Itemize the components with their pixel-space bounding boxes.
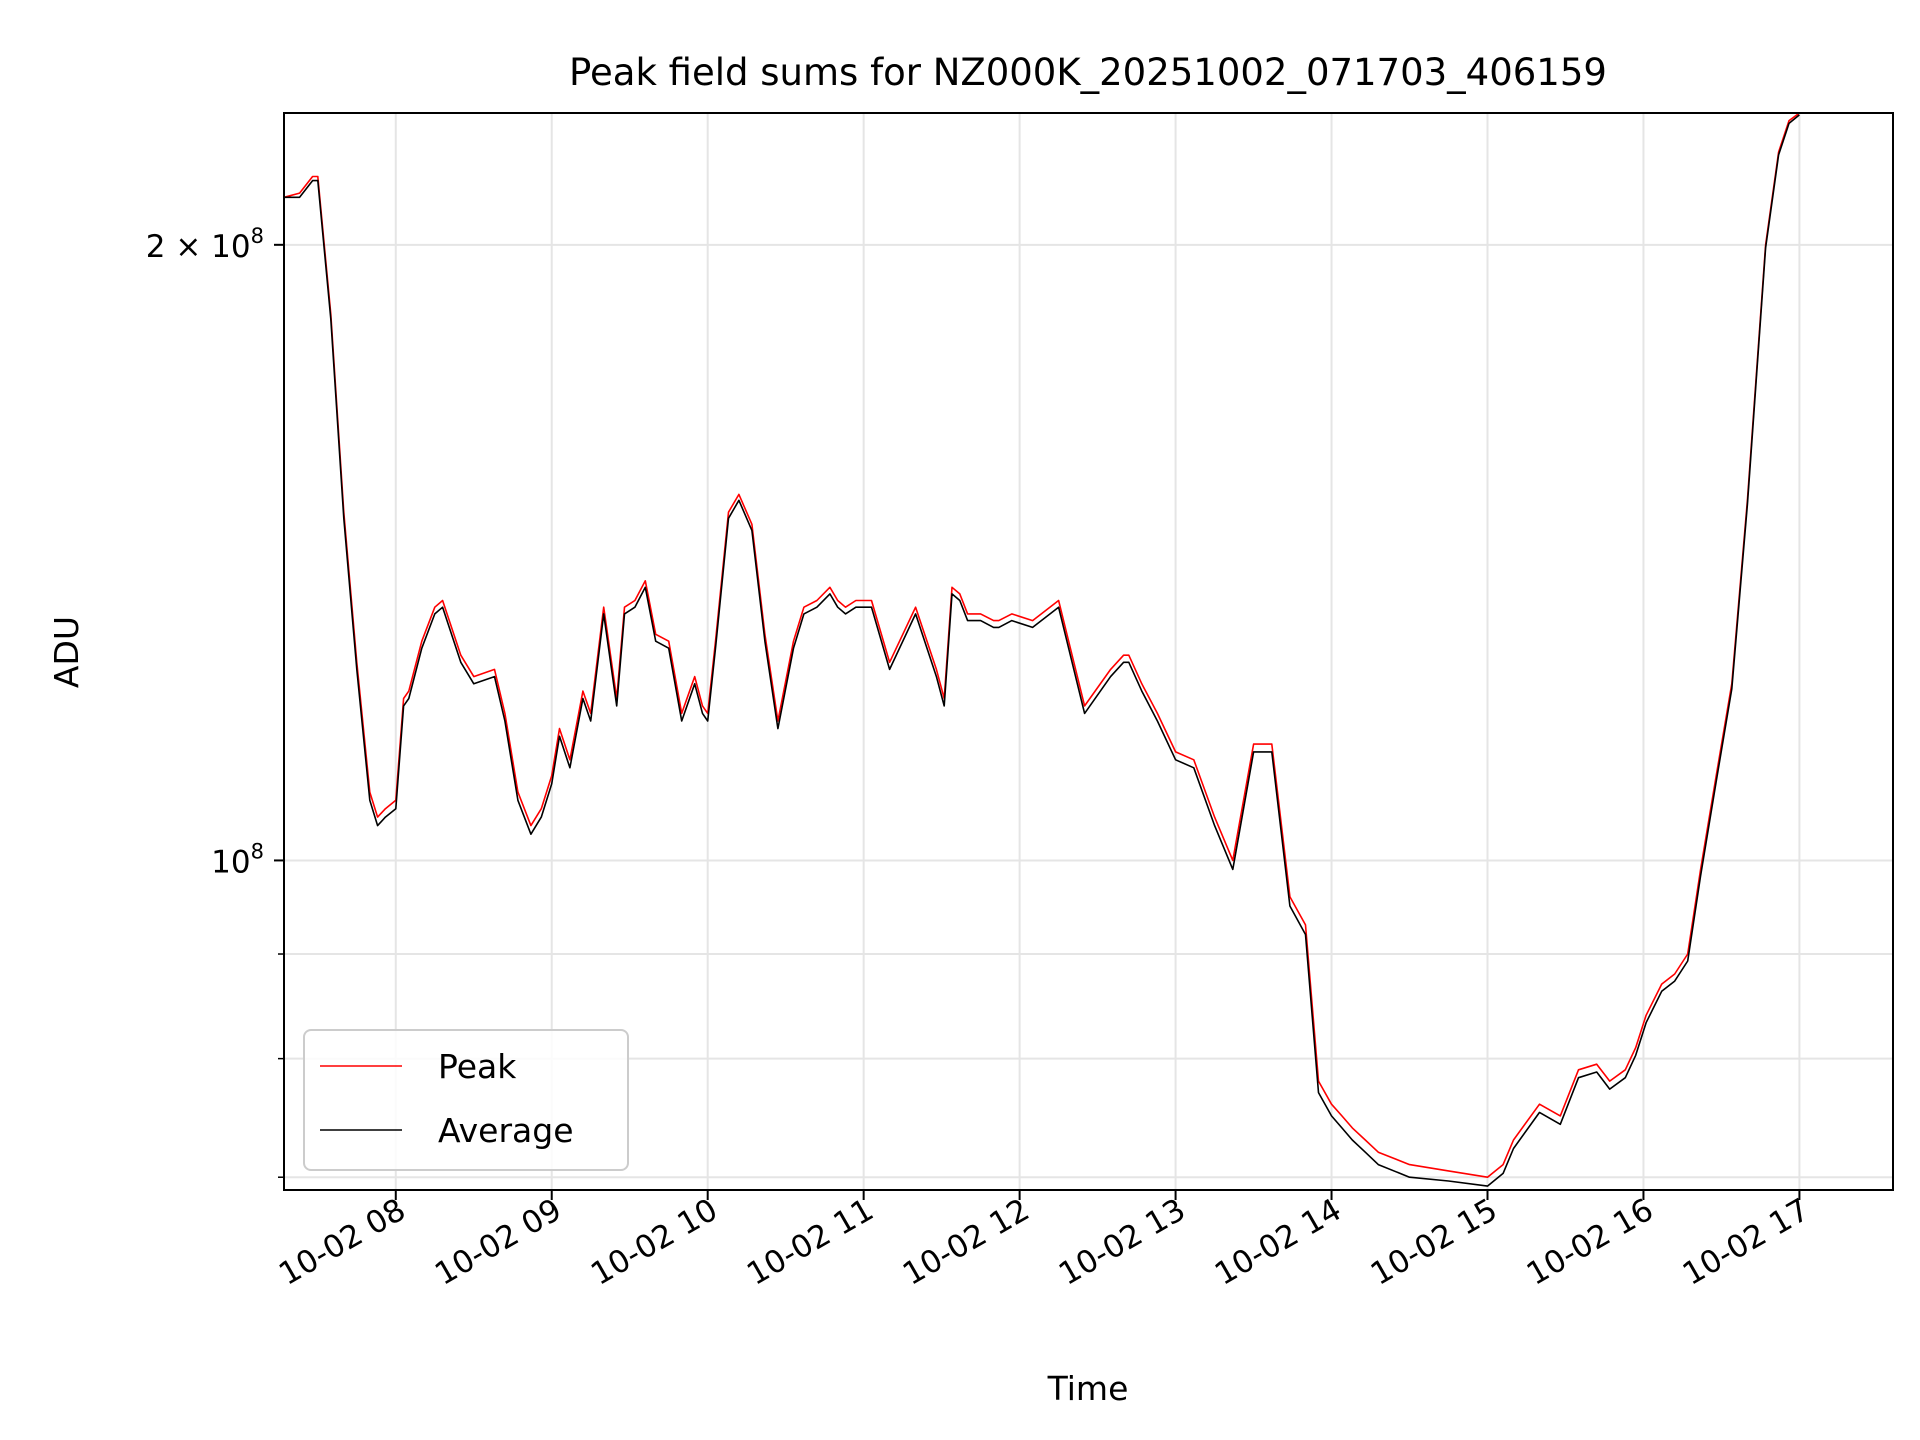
x-tick-label: 10-02 13 bbox=[1053, 1192, 1192, 1293]
x-tick-label: 10-02 09 bbox=[429, 1192, 568, 1293]
x-tick-label: 10-02 11 bbox=[741, 1192, 880, 1293]
legend-label-average: Average bbox=[438, 1111, 574, 1150]
x-tick-label: 10-02 08 bbox=[273, 1192, 412, 1293]
y-axis: 108 2 × 108 bbox=[146, 224, 284, 1178]
series-line-peak bbox=[283, 112, 1800, 1178]
plot-frame bbox=[283, 112, 1894, 1191]
grid-lines bbox=[284, 113, 1893, 1190]
x-axis-label: Time bbox=[1047, 1369, 1129, 1408]
legend-label-peak: Peak bbox=[438, 1047, 517, 1086]
x-tick-label: 10-02 17 bbox=[1677, 1192, 1816, 1293]
chart-title: Peak field sums for NZ000K_20251002_0717… bbox=[569, 51, 1607, 94]
y-tick-label: 2 × 108 bbox=[146, 224, 264, 265]
y-axis-label: ADU bbox=[47, 616, 86, 688]
x-tick-label: 10-02 14 bbox=[1209, 1192, 1348, 1293]
x-tick-label: 10-02 10 bbox=[585, 1192, 724, 1293]
x-tick-label: 10-02 16 bbox=[1521, 1192, 1660, 1293]
x-tick-label: 10-02 12 bbox=[897, 1192, 1036, 1293]
y-tick-label: 108 bbox=[211, 839, 264, 880]
x-axis: 10-02 08 10-02 09 10-02 10 10-02 11 10-02 12… bbox=[273, 1190, 1815, 1293]
legend-box bbox=[303, 1029, 629, 1171]
x-tick-label: 10-02 15 bbox=[1365, 1192, 1504, 1293]
legend: Peak Average bbox=[303, 1029, 629, 1171]
series-lines bbox=[283, 112, 1800, 1187]
series-line-average bbox=[284, 114, 1800, 1187]
